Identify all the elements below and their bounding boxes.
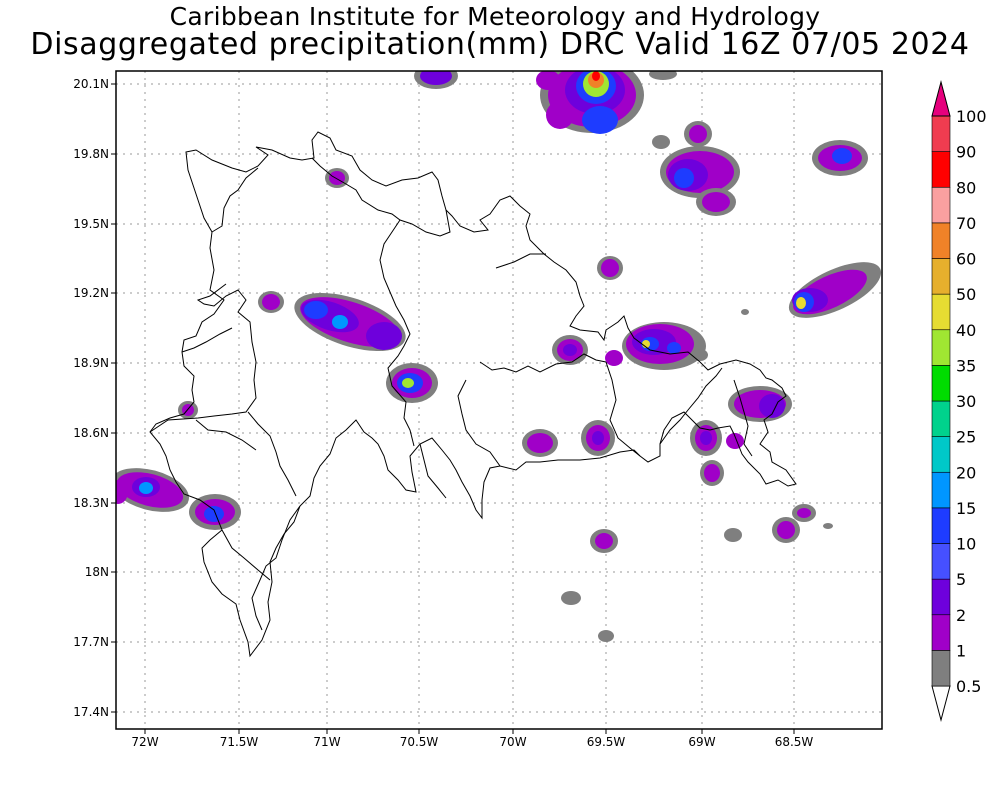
border-haiti-dr xyxy=(149,283,257,433)
lat-tick-label: 18N xyxy=(85,565,109,579)
lon-tick-label: 70W xyxy=(499,735,526,749)
colorbar-swatch xyxy=(931,365,951,402)
colorbar-swatch xyxy=(931,543,951,580)
lon-tick-label: 68.5W xyxy=(775,735,814,749)
colorbar-swatch xyxy=(931,222,951,259)
colorbar-swatch xyxy=(931,151,951,188)
province-lines-central xyxy=(379,219,415,447)
province-lines-east xyxy=(605,361,753,457)
lat-tick-label: 18.6N xyxy=(73,426,109,440)
province-lines-south xyxy=(247,411,447,631)
lon-tick-label: 69.5W xyxy=(587,735,626,749)
colorbar-swatch xyxy=(931,436,951,473)
colorbar-swatch xyxy=(931,293,951,331)
lat-tick-label: 19.8N xyxy=(73,147,109,161)
lat-tick-label: 17.7N xyxy=(73,635,109,649)
rain-cell-southwest xyxy=(116,468,241,530)
lat-tick-label: 17.4N xyxy=(73,705,109,719)
rain-cell-center xyxy=(386,363,438,403)
colorbar-swatch xyxy=(931,115,951,152)
colorbar-swatch xyxy=(931,186,951,224)
rain-cell-east-band xyxy=(741,262,882,318)
colorbar-label: 100 xyxy=(956,107,987,126)
colorbar-swatch xyxy=(931,507,951,544)
colorbar-label: 25 xyxy=(956,428,976,447)
rain-cell-small-isolated xyxy=(178,168,623,419)
colorbar-label: 30 xyxy=(956,392,976,411)
rain-cell-northeast-cluster xyxy=(649,71,740,216)
lat-tick-label: 18.3N xyxy=(73,496,109,510)
lat-tick-label: 19.2N xyxy=(73,286,109,300)
colorbar-label: 5 xyxy=(956,570,966,589)
lat-tick-label: 20.1N xyxy=(73,77,109,91)
colorbar-label: 60 xyxy=(956,250,976,269)
colorbar-label: 10 xyxy=(956,535,976,554)
rain-cell-far-northeast xyxy=(812,140,868,176)
colorbar-label: 15 xyxy=(956,499,976,518)
province-lines-north xyxy=(311,157,451,237)
colorbar-min-triangle xyxy=(931,685,951,722)
colorbar-label: 50 xyxy=(956,285,976,304)
colorbar-label: 70 xyxy=(956,214,976,233)
latitude-axis: 20.1N 19.8N 19.5N 19.2N 18.9N 18.6N 18.3N 18N 17… xyxy=(73,77,116,719)
rain-cell-far-southeast xyxy=(561,504,833,642)
colorbar-label: 40 xyxy=(956,321,976,340)
colorbar-swatch xyxy=(931,578,951,616)
longitude-axis: 72W 71.5W 71W 70.5W 70W 69.5W 69W 68.5W xyxy=(131,729,813,749)
colorbar-swatch xyxy=(931,471,951,509)
rain-cell-central-band xyxy=(294,292,406,352)
rain-cell-southeast xyxy=(690,386,792,486)
colorbar-label: 1 xyxy=(956,641,966,660)
colorbar-label: 0.5 xyxy=(956,677,981,696)
province-lines-west xyxy=(211,167,259,233)
lat-tick-label: 19.5N xyxy=(73,217,109,231)
colorbar-label: 80 xyxy=(956,178,976,197)
product-title: Disaggregated precipitation(mm) DRC Vali… xyxy=(30,27,970,62)
colorbar-swatch xyxy=(931,650,951,687)
institute-title: Caribbean Institute for Meteorology and … xyxy=(169,2,821,31)
lon-tick-label: 70.5W xyxy=(400,735,439,749)
lat-tick-label: 18.9N xyxy=(73,356,109,370)
coastline-outline xyxy=(149,131,797,658)
admin-boundaries xyxy=(149,131,797,658)
colorbar-label: 35 xyxy=(956,356,976,375)
colorbar-label: 90 xyxy=(956,143,976,162)
rain-cell-north-west xyxy=(414,71,458,89)
rain-cell-midline xyxy=(552,322,708,370)
lon-tick-label: 69W xyxy=(688,735,715,749)
colorbar-label: 2 xyxy=(956,606,966,625)
lon-tick-label: 72W xyxy=(131,735,158,749)
rain-cell-north-center xyxy=(536,71,644,134)
precipitation-field xyxy=(116,71,882,642)
lat-lon-grid xyxy=(116,71,882,729)
plot-frame xyxy=(115,70,883,730)
lon-tick-label: 71.5W xyxy=(220,735,259,749)
colorbar-label: 20 xyxy=(956,463,976,482)
colorbar-swatch xyxy=(931,258,951,295)
rain-cell-south-center xyxy=(522,420,618,553)
colorbar-swatch xyxy=(931,614,951,651)
colorbar-swatch xyxy=(931,329,951,366)
colorbar-swatch xyxy=(931,400,951,437)
province-lines-center-east xyxy=(457,253,607,467)
haiti-internal-lines xyxy=(181,327,271,581)
lon-tick-label: 71W xyxy=(313,735,340,749)
colorbar-max-triangle xyxy=(931,80,951,117)
